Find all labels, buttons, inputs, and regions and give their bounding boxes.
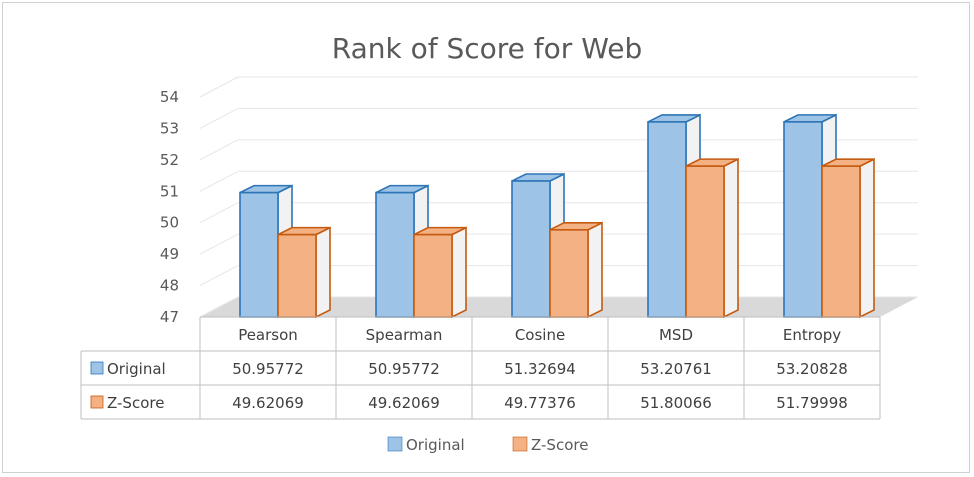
chart-title: Rank of Score for Web	[332, 32, 643, 65]
data-label: 50.95772	[368, 360, 440, 378]
side-gridline	[199, 107, 239, 129]
y-tick-label: 54	[160, 88, 179, 106]
table-legend-swatch	[90, 395, 104, 409]
data-label: 49.62069	[368, 394, 440, 412]
data-label: 53.20828	[776, 360, 848, 378]
y-tick-label: 49	[160, 245, 179, 263]
bar-front	[413, 233, 453, 318]
bar-front	[783, 121, 823, 318]
bar-front	[511, 180, 551, 318]
bar-z-score-entropy	[821, 157, 875, 319]
bar-side	[723, 157, 739, 319]
bar-z-score-pearson	[277, 226, 331, 319]
data-label: 49.77376	[504, 394, 576, 412]
legend-label: Original	[406, 436, 465, 454]
y-tick-label: 47	[160, 308, 179, 326]
legend-label: Z-Score	[531, 436, 588, 454]
category-label: Pearson	[238, 326, 298, 344]
bar-side	[587, 221, 603, 319]
y-tick-label: 50	[160, 214, 179, 232]
y-tick-label: 51	[160, 182, 179, 200]
bar-front	[549, 229, 589, 318]
y-tick-label: 52	[160, 151, 179, 169]
y-tick-label: 48	[160, 277, 179, 295]
data-label: 51.79998	[776, 394, 848, 412]
bar-front	[375, 191, 415, 318]
category-label: Cosine	[515, 326, 565, 344]
bar-front	[277, 233, 317, 318]
side-gridline	[199, 139, 239, 161]
side-gridline	[199, 233, 239, 255]
data-label: 49.62069	[232, 394, 304, 412]
data-label: 51.80066	[640, 394, 712, 412]
bar-z-score-msd	[685, 157, 739, 319]
y-tick-label: 53	[160, 119, 179, 137]
side-gridline	[199, 170, 239, 192]
bar-side	[451, 226, 467, 319]
side-gridline	[199, 296, 239, 318]
side-gridline	[199, 202, 239, 224]
category-label: Entropy	[783, 326, 841, 344]
legend-swatch	[512, 436, 528, 452]
chart-svg: Rank of Score for Web 47 48 49 50 51 52 53 54 Pea…	[80, 32, 918, 454]
data-label: 51.32694	[504, 360, 576, 378]
bar-front	[647, 121, 687, 318]
table-series-name: Original	[107, 360, 166, 378]
bar-z-score-cosine	[549, 221, 603, 319]
bar-front	[239, 191, 279, 318]
side-gridline	[199, 76, 239, 98]
bar-z-score-spearman	[413, 226, 467, 319]
side-gridline	[199, 265, 239, 287]
data-label: 50.95772	[232, 360, 304, 378]
bar-side	[859, 157, 875, 319]
bar-front	[821, 165, 861, 318]
table-series-name: Z-Score	[107, 394, 164, 412]
bar-front	[685, 165, 725, 318]
bar-side	[315, 226, 331, 319]
data-label: 53.20761	[640, 360, 712, 378]
category-label: Spearman	[366, 326, 443, 344]
table-legend-swatch	[90, 361, 104, 375]
category-label: MSD	[659, 326, 693, 344]
legend-swatch	[387, 436, 403, 452]
